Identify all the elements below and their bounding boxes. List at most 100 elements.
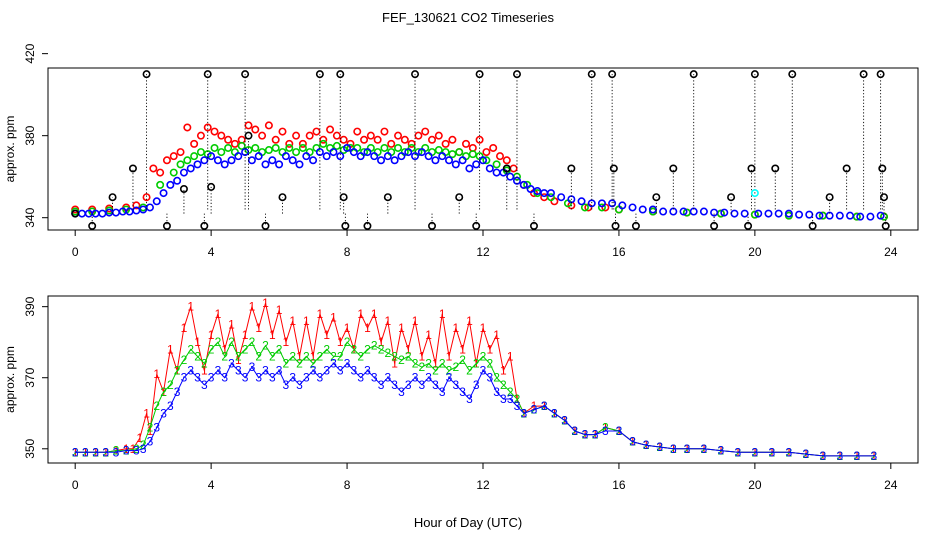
data-point	[485, 164, 494, 173]
data-point	[533, 187, 542, 196]
data-point: 2	[425, 357, 432, 371]
data-point: 3	[82, 445, 89, 459]
data-point	[128, 164, 137, 173]
data-point: 3	[480, 364, 487, 378]
data-point	[77, 209, 86, 218]
data-point	[710, 221, 719, 230]
data-point	[315, 70, 324, 79]
data-point	[441, 139, 450, 148]
data-point: 3	[439, 385, 446, 399]
y-axis-label: approx. ppm	[3, 346, 17, 413]
data-point	[298, 139, 307, 148]
data-point	[754, 209, 763, 218]
data-point	[795, 210, 804, 219]
data-point: 3	[221, 371, 228, 385]
data-point: 2	[602, 420, 609, 434]
data-point	[98, 209, 107, 218]
data-point: 1	[147, 424, 154, 438]
data-point: 3	[330, 357, 337, 371]
data-point: 3	[153, 420, 160, 434]
data-point	[88, 221, 97, 230]
data-point	[390, 156, 399, 165]
data-point	[227, 156, 236, 165]
data-point: 2	[500, 378, 507, 392]
data-point: 3	[616, 424, 623, 438]
data-point	[414, 131, 423, 140]
data-point	[258, 131, 267, 140]
data-point	[190, 152, 199, 161]
data-point: 1	[452, 321, 459, 335]
data-point	[111, 208, 120, 217]
data-point: 3	[803, 447, 810, 461]
data-point	[349, 148, 358, 157]
data-point	[597, 203, 606, 212]
data-point	[750, 210, 759, 219]
data-point: 3	[769, 445, 776, 459]
data-point: 3	[473, 378, 480, 392]
data-point: 3	[701, 442, 708, 456]
data-point: 1	[493, 328, 500, 342]
data-point: 1	[181, 321, 188, 335]
data-point: 1	[371, 307, 378, 321]
data-point: 1	[167, 342, 174, 356]
data-point: 3	[113, 445, 120, 459]
data-point: 1	[446, 349, 453, 363]
data-point: 2	[249, 335, 256, 349]
data-point	[152, 197, 161, 206]
data-point: 2	[480, 349, 487, 363]
data-point: 3	[296, 378, 303, 392]
data-point: 2	[405, 349, 412, 363]
data-point	[200, 156, 209, 165]
data-point	[502, 164, 511, 173]
y-axis-label: approx. ppm	[3, 116, 17, 183]
data-point: 1	[153, 367, 160, 381]
data-point	[451, 160, 460, 169]
data-point	[183, 156, 192, 165]
data-point: 1	[249, 300, 256, 314]
data-point: 3	[140, 442, 147, 456]
data-point	[502, 156, 511, 165]
data-point: 3	[412, 371, 419, 385]
data-point	[237, 141, 246, 150]
data-point: 1	[480, 321, 487, 335]
data-point: 3	[167, 399, 174, 413]
data-point	[529, 221, 538, 230]
data-point	[611, 221, 620, 230]
data-point: 1	[398, 321, 405, 335]
data-point: 2	[330, 349, 337, 363]
data-point	[173, 176, 182, 185]
data-point: 2	[378, 342, 385, 356]
data-point: 2	[357, 349, 364, 363]
data-point: 2	[385, 346, 392, 360]
x-axis: 0 4 8 12 16 20 24	[72, 463, 898, 492]
data-point: 1	[330, 310, 337, 324]
data-point: 1	[439, 307, 446, 321]
data-point	[815, 211, 824, 220]
data-point	[835, 211, 844, 220]
data-point	[519, 180, 528, 189]
data-point	[764, 209, 773, 218]
data-point	[431, 156, 440, 165]
data-point: 1	[221, 342, 228, 356]
data-point: 3	[235, 364, 242, 378]
data-point: 2	[174, 364, 181, 378]
data-point: 1	[255, 321, 262, 335]
data-point	[217, 148, 226, 157]
data-point	[380, 143, 389, 152]
y-tick-label: 340	[23, 207, 37, 227]
data-point: 3	[571, 424, 578, 438]
data-point	[288, 156, 297, 165]
data-point	[264, 146, 273, 155]
data-point	[203, 70, 212, 79]
data-point	[159, 189, 168, 198]
data-point: 2	[452, 360, 459, 374]
data-point	[866, 212, 875, 221]
data-point: 2	[167, 378, 174, 392]
data-point	[730, 209, 739, 218]
data-point: 2	[140, 438, 147, 452]
data-point	[278, 127, 287, 136]
data-point	[383, 152, 392, 161]
data-point	[669, 164, 678, 173]
data-point: 2	[208, 342, 215, 356]
data-point	[312, 127, 321, 136]
